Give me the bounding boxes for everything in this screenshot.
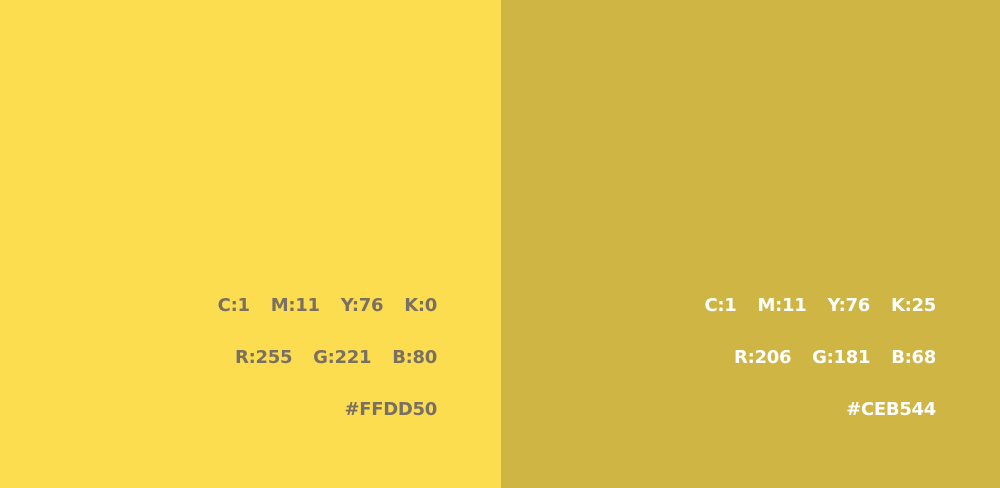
cmyk-values: C:1 M:11 Y:76 K:0 — [217, 291, 438, 321]
cmyk-y-value: Y:76 — [340, 295, 384, 316]
rgb-r-value: R:206 — [734, 347, 792, 368]
cmyk-m-value: M:11 — [270, 295, 320, 316]
rgb-g-value: G:181 — [812, 347, 871, 368]
rgb-values: R:255 G:221 B:80 — [218, 343, 437, 373]
cmyk-c-value: C:1 — [704, 295, 737, 316]
cmyk-y-value: Y:76 — [827, 295, 870, 316]
hex-value: #CEB544 — [846, 399, 936, 420]
rgb-values: R:206 G:181 B:68 — [704, 343, 936, 373]
swatch-ffdd50: C:1 M:11 Y:76 K:0 R:255 G:221 B:80 #FFDD… — [0, 0, 501, 488]
swatch-color-values: C:1 M:11 Y:76 K:25 R:206 G:181 B:68 #CEB… — [704, 291, 936, 425]
rgb-b-value: B:68 — [891, 347, 936, 368]
rgb-g-value: G:221 — [313, 347, 372, 368]
swatch-color-values: C:1 M:11 Y:76 K:0 R:255 G:221 B:80 #FFDD… — [217, 291, 438, 425]
cmyk-k-value: K:25 — [891, 295, 936, 316]
rgb-r-value: R:255 — [235, 347, 293, 368]
hex-value: #FFDD50 — [344, 399, 437, 420]
hex-value-row: #CEB544 — [704, 395, 936, 425]
rgb-b-value: B:80 — [392, 347, 437, 368]
swatch-ceb544: C:1 M:11 Y:76 K:25 R:206 G:181 B:68 #CEB… — [501, 0, 1000, 488]
hex-value-row: #FFDD50 — [218, 395, 437, 425]
cmyk-values: C:1 M:11 Y:76 K:25 — [704, 291, 936, 321]
cmyk-m-value: M:11 — [757, 295, 807, 316]
cmyk-k-value: K:0 — [404, 295, 437, 316]
cmyk-c-value: C:1 — [217, 295, 250, 316]
